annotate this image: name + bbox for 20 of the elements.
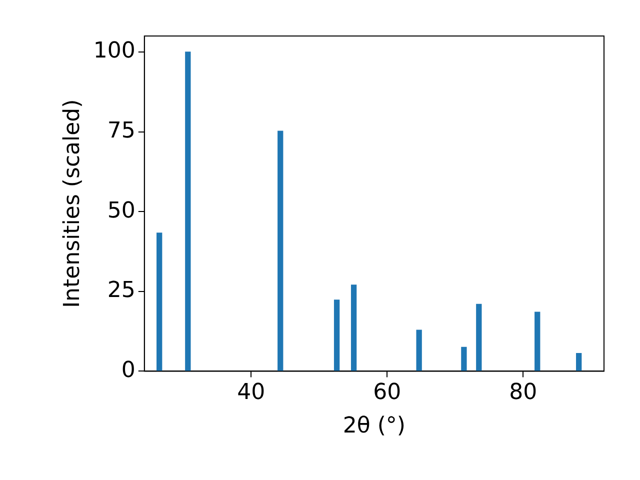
bar <box>350 284 357 372</box>
bar <box>156 232 162 372</box>
x-tick-label: 40 <box>237 380 266 406</box>
bar <box>534 312 540 372</box>
y-tick-label: 100 <box>93 38 136 64</box>
x-tick-label: 80 <box>509 380 538 406</box>
bar <box>185 52 191 372</box>
y-tick-label: 50 <box>107 198 136 224</box>
y-tick-label: 25 <box>107 278 136 304</box>
bar <box>416 330 422 372</box>
bar <box>278 130 284 372</box>
bar <box>334 300 340 372</box>
bar <box>476 304 482 372</box>
bar <box>461 346 467 372</box>
y-axis-title: Intensities (scaled) <box>60 99 85 308</box>
x-axis-title: 2θ (°) <box>342 414 406 439</box>
y-tick-label: 75 <box>107 118 136 144</box>
x-tick-label: 60 <box>373 380 402 406</box>
y-tick-label: 0 <box>121 358 136 383</box>
bar <box>576 352 582 372</box>
